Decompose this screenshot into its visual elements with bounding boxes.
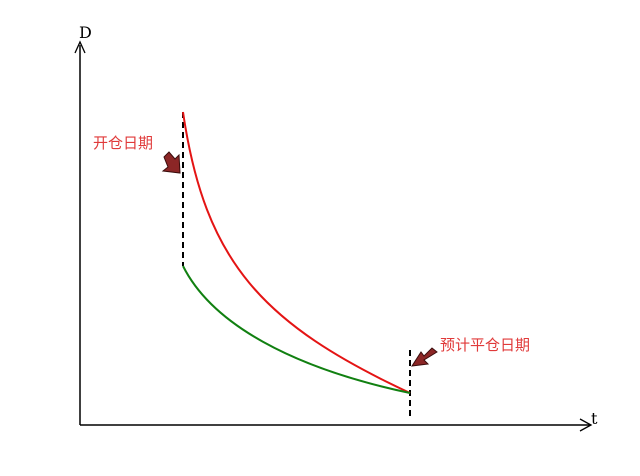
lower-curve: [182, 265, 411, 394]
y-axis-arrowhead: [74, 40, 86, 54]
expected-close-date-label: 预计平仓日期: [440, 336, 530, 354]
y-axis-label: D: [79, 23, 92, 42]
x-axis-label: t: [591, 409, 598, 428]
arrow-down-left-icon: [411, 347, 438, 367]
open-date-label: 开仓日期: [93, 134, 153, 152]
upper-curve: [182, 111, 411, 394]
arrow-down-right-icon: [161, 151, 181, 174]
x-axis-arrowhead: [579, 418, 593, 432]
